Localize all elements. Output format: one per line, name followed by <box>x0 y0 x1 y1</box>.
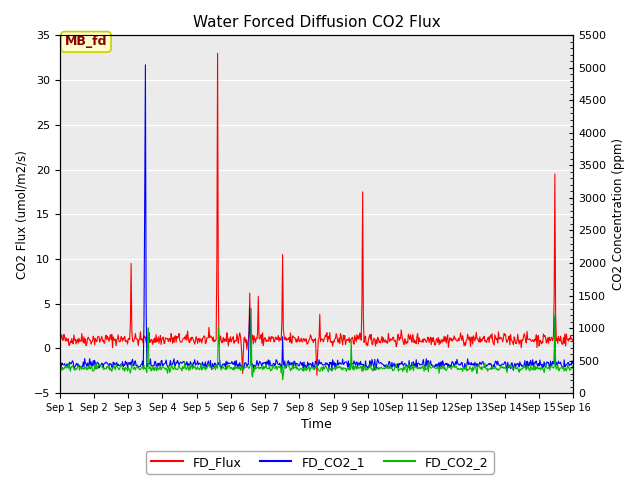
FD_CO2_2 <box>65 360 73 366</box>
FD_Flux <box>380 338 388 344</box>
FD_Flux <box>570 337 577 343</box>
FD_Flux <box>197 336 205 342</box>
X-axis label: Time: Time <box>301 419 332 432</box>
FD_CO2_1 <box>328 368 336 374</box>
FD_CO2_1 <box>396 360 403 366</box>
FD_Flux <box>56 335 63 341</box>
Legend: FD_Flux, FD_CO2_1, FD_CO2_2: FD_Flux, FD_CO2_1, FD_CO2_2 <box>147 451 493 474</box>
FD_Flux <box>214 50 221 56</box>
FD_Flux <box>396 337 403 343</box>
FD_Flux <box>313 372 321 378</box>
Y-axis label: CO2 Flux (umol/m2/s): CO2 Flux (umol/m2/s) <box>15 150 28 279</box>
FD_CO2_2 <box>118 362 125 368</box>
Line: FD_Flux: FD_Flux <box>60 53 573 375</box>
FD_Flux <box>170 340 178 346</box>
FD_CO2_1 <box>171 363 179 369</box>
FD_CO2_2 <box>247 305 255 311</box>
FD_CO2_2 <box>197 361 205 367</box>
FD_CO2_2 <box>279 377 287 383</box>
FD_CO2_1 <box>65 365 73 371</box>
FD_Flux <box>118 336 125 341</box>
FD_CO2_2 <box>570 364 577 370</box>
FD_CO2_2 <box>396 366 403 372</box>
Y-axis label: CO2 Concentration (ppm): CO2 Concentration (ppm) <box>612 138 625 290</box>
FD_CO2_2 <box>380 365 388 371</box>
FD_CO2_1 <box>570 360 577 366</box>
FD_CO2_1 <box>56 361 63 367</box>
Title: Water Forced Diffusion CO2 Flux: Water Forced Diffusion CO2 Flux <box>193 15 440 30</box>
Line: FD_CO2_1: FD_CO2_1 <box>60 65 573 371</box>
FD_CO2_1 <box>380 363 388 369</box>
FD_CO2_1 <box>198 361 205 367</box>
FD_Flux <box>65 343 73 348</box>
FD_CO2_1 <box>118 363 125 369</box>
FD_CO2_1 <box>141 62 149 68</box>
FD_CO2_2 <box>170 366 178 372</box>
Line: FD_CO2_2: FD_CO2_2 <box>60 308 573 380</box>
FD_CO2_2 <box>56 364 63 370</box>
Text: MB_fd: MB_fd <box>65 36 108 48</box>
